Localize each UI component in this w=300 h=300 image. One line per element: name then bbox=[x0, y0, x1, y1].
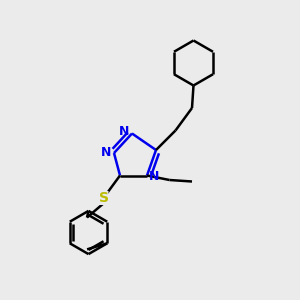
Text: N: N bbox=[119, 124, 130, 138]
Text: N: N bbox=[149, 170, 160, 184]
Text: S: S bbox=[98, 191, 109, 205]
Text: N: N bbox=[100, 146, 111, 160]
